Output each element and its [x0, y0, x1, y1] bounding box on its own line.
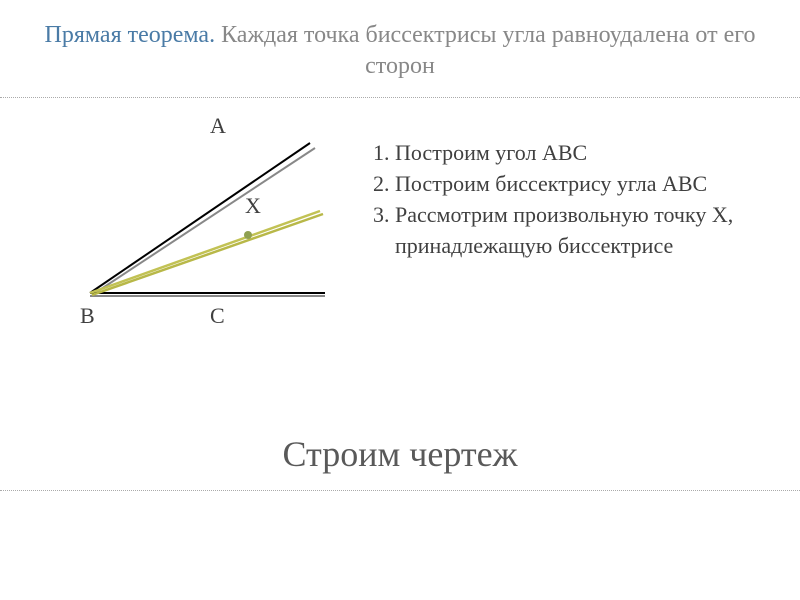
ray-ba-shadow [92, 148, 315, 295]
diagram-section: A X B C [30, 113, 350, 313]
slide-title: Прямая теорема. Каждая точка биссектрисы… [0, 0, 800, 92]
ray-ba [90, 143, 310, 293]
point-x [244, 231, 252, 239]
bisector-shadow [92, 214, 323, 295]
label-b: B [80, 303, 95, 329]
list-item: Рассмотрим произвольную точку X, принадл… [395, 200, 770, 262]
steps-section: Построим угол ABC Построим биссектрису у… [350, 113, 770, 313]
title-highlight: Прямая теорема. [45, 22, 216, 48]
content-area: A X B C Построим угол ABC Построим биссе… [0, 103, 800, 323]
steps-list: Построим угол ABC Построим биссектрису у… [370, 138, 770, 261]
label-c: C [210, 303, 225, 329]
label-a: A [210, 113, 226, 139]
list-item: Построим биссектрису угла ABC [395, 169, 770, 200]
label-x: X [245, 193, 261, 219]
angle-diagram: A X B C [30, 113, 330, 313]
bisector [90, 211, 320, 293]
divider-bottom [0, 490, 800, 491]
divider-top [0, 97, 800, 98]
slide-subtitle: Строим чертеж [0, 433, 800, 485]
list-item: Построим угол ABC [395, 138, 770, 169]
title-rest: Каждая точка биссектрисы угла равноудале… [215, 22, 755, 79]
diagram-svg [30, 113, 330, 313]
